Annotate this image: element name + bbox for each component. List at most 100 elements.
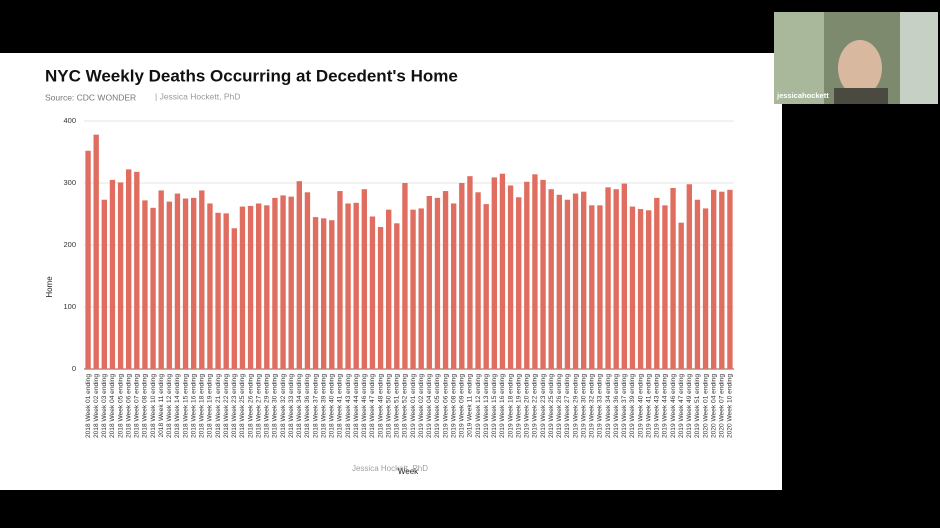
x-tick-label: 2018 Week 15 ending [182,374,189,438]
bar [117,182,124,369]
x-tick-label: 2019 Week 26 ending [556,374,563,438]
x-tick-label: 2018 Week 03 ending [101,374,108,438]
bar [85,150,91,369]
y-tick-label: 100 [63,302,76,311]
y-tick-label: 400 [63,116,76,125]
x-tick-label: 2018 Week 43 ending [345,374,352,438]
bar [264,205,270,369]
x-tick-label: 2018 Week 52 ending [402,374,409,438]
x-tick-label: 2018 Week 48 ending [377,374,384,438]
bar [231,228,237,369]
bar [564,199,571,369]
x-tick-label: 2019 Week 23 ending [540,374,547,438]
x-tick-label: 2018 Week 50 ending [385,374,392,438]
x-tick-label: 2018 Week 19 ending [207,374,214,438]
x-tick-label: 2019 Week 06 ending [442,374,449,438]
x-tick-label: 2018 Week 40 ending [329,374,336,438]
bar [572,193,579,369]
x-tick-label: 2019 Week 32 ending [589,374,596,438]
x-tick-label: 2019 Week 34 ending [605,374,612,438]
x-tick-label: 2019 Week 19 ending [515,374,522,438]
bar [589,205,595,369]
bar [524,181,530,369]
x-tick-label: 2019 Week 46 ending [670,374,677,438]
x-tick-label: 2018 Week 22 ending [223,374,230,438]
x-tick-label: 2019 Week 33 ending [597,374,604,438]
bar [727,189,733,369]
bar [247,205,254,369]
y-axis-label: Home [45,276,54,298]
x-tick-label: 2019 Week 12 ending [475,374,482,438]
x-tick-label: 2018 Week 14 ending [174,374,181,438]
bar [191,197,197,369]
video-tile: jessicahockett [774,12,938,104]
bar [223,213,229,369]
bar [686,184,692,369]
x-tick-label: 2019 Week 39 ending [629,374,636,438]
bar [304,192,311,369]
x-tick-label: 2019 Week 13 ending [483,374,490,438]
x-tick-label: 2018 Week 27 ending [255,374,262,438]
bar [353,202,359,369]
bar [637,209,644,369]
x-tick-label: 2018 Week 46 ending [361,374,368,438]
bar [337,191,343,369]
x-tick-label: 2019 Week 09 ending [459,374,466,438]
bar [280,195,286,369]
bar [199,190,205,369]
bar [426,196,432,369]
x-tick-label: 2018 Week 33 ending [288,374,295,438]
bar [126,169,132,369]
bar [142,200,148,369]
x-tick-label: 2018 Week 51 ending [394,374,401,438]
x-tick-label: 2019 Week 08 ending [450,374,457,438]
bar [312,217,319,369]
bar [288,196,294,369]
x-tick-label: 2018 Week 23 ending [231,374,238,438]
x-tick-label: 2019 Week 51 ending [694,374,701,438]
bar [483,204,489,369]
bar [215,212,221,369]
x-tick-label: 2018 Week 39 ending [320,374,327,438]
x-tick-label: 2018 Week 37 ending [312,374,319,438]
x-tick-label: 2019 Week 29 ending [572,374,579,438]
bar [548,189,554,369]
bar [540,179,546,369]
bar [418,208,424,369]
subtitle: Source: CDC WONDER [45,92,136,102]
x-tick-label: 2020 Week 10 ending [727,374,734,438]
bar [597,205,603,369]
bar [109,179,116,369]
x-tick-label: 2019 Week 36 ending [613,374,620,438]
x-tick-label: 2019 Week 43 ending [654,374,661,438]
bar [646,210,652,369]
bar [158,190,164,369]
bar [207,203,213,369]
x-tick-label: 2018 Week 10 ending [150,374,157,438]
x-tick-label: 2018 Week 04 ending [109,374,116,438]
x-tick-label: 2019 Week 05 ending [434,374,441,438]
x-tick-label: 2020 Week 07 ending [719,374,726,438]
bar [670,187,676,369]
x-tick-label: 2018 Week 34 ending [296,374,303,438]
y-tick-label: 300 [63,178,76,187]
video-window [900,12,938,104]
bar [296,181,302,369]
x-tick-label: 2019 Week 15 ending [491,374,498,438]
bar [386,209,392,369]
bar [166,201,172,369]
bar [93,134,99,369]
x-tick-label: 2018 Week 21 ending [215,374,222,438]
bar [629,206,636,369]
video-window [774,12,824,104]
x-tick-label: 2018 Week 32 ending [280,374,287,438]
x-axis-label: Week [398,467,419,476]
bar [272,197,278,369]
x-tick-label: 2019 Week 30 ending [580,374,587,438]
x-tick-label: 2018 Week 41 ending [337,374,344,438]
chart-title: NYC Weekly Deaths Occurring at Decedent'… [45,66,458,85]
x-tick-label: 2019 Week 44 ending [662,374,669,438]
bar [256,203,262,369]
